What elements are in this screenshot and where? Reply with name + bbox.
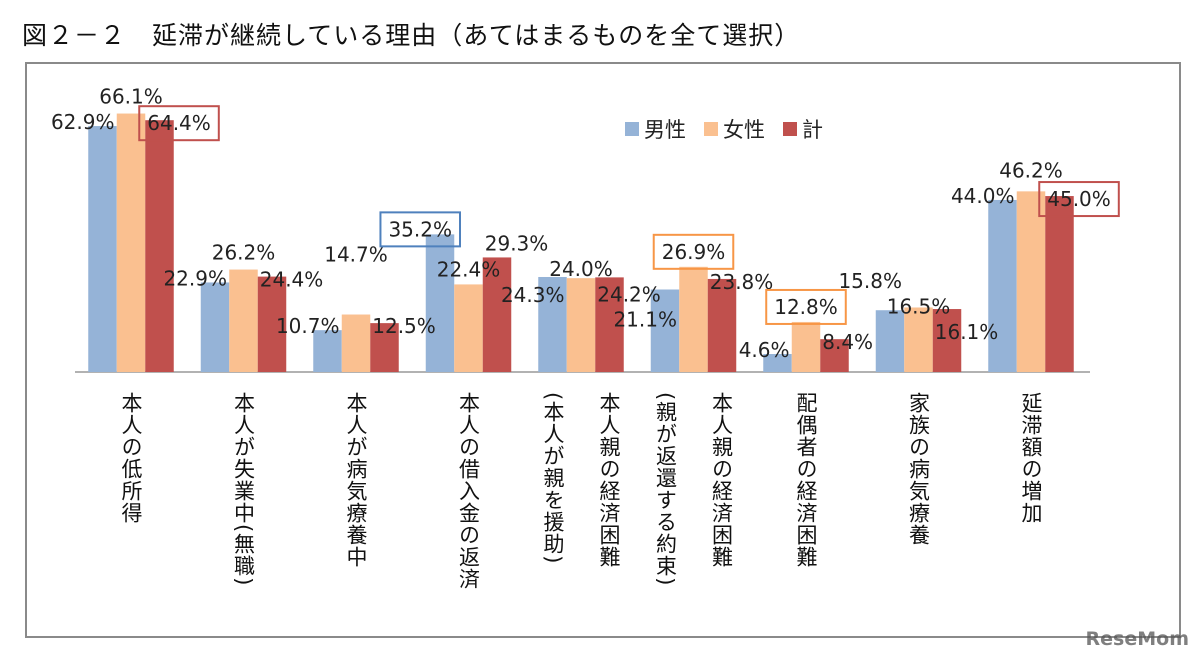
category-label: 本人の低所得 <box>116 392 146 524</box>
data-label: 26.9% <box>662 240 726 264</box>
category-label-line: 配偶者の経済困難 <box>794 392 818 568</box>
category-label-line: 本人親の経済困難 <box>709 392 734 568</box>
data-label: 21.1% <box>613 307 677 331</box>
data-label: 8.4% <box>822 330 873 354</box>
legend-label: 計 <box>802 118 823 142</box>
category-label: 本人の借入金の返済 <box>454 392 484 590</box>
data-label: 62.9% <box>51 110 115 134</box>
chart-frame <box>25 62 1181 638</box>
category-label-line: (本人が親を援助) <box>541 392 565 565</box>
data-label: 12.8% <box>774 295 838 319</box>
category-label-line: 家族の病気療養 <box>906 392 931 546</box>
bar-female <box>1016 191 1046 372</box>
bar-female <box>454 284 483 372</box>
legend-label: 女性 <box>723 118 765 142</box>
highlight-box <box>138 105 220 142</box>
data-label: 24.2% <box>597 282 661 306</box>
data-label: 24.3% <box>501 283 565 307</box>
legend-swatch-total <box>783 122 797 136</box>
data-label: 66.1% <box>99 85 163 109</box>
bar-total <box>707 278 737 372</box>
data-label: 24.0% <box>549 257 613 281</box>
bar-female <box>904 307 933 372</box>
bar-male <box>763 354 792 372</box>
data-label: 22.9% <box>163 266 227 290</box>
data-label: 16.5% <box>887 294 951 318</box>
bar-male <box>425 234 455 372</box>
category-label: 本人が病気療養中 <box>341 392 371 568</box>
bar-total <box>482 257 512 372</box>
data-label: 12.5% <box>372 314 436 338</box>
data-label: 45.0% <box>1047 187 1111 211</box>
data-label: 14.7% <box>324 243 388 267</box>
data-label: 29.3% <box>485 231 549 255</box>
watermark-logo: ReseMom <box>1085 628 1189 650</box>
category-label-line: 延滞額の増加 <box>1019 392 1043 524</box>
category-label-line: 本人が病気療養中 <box>344 392 368 568</box>
data-label: 24.4% <box>260 268 324 292</box>
data-label: 26.2% <box>212 241 276 265</box>
data-label: 46.2% <box>999 158 1063 182</box>
highlight-box <box>765 288 847 325</box>
category-label-line: 本人親の経済困難 <box>597 392 621 568</box>
category-label: 延滞額の増加 <box>1016 392 1046 524</box>
highlight-box <box>652 233 735 270</box>
bar-male <box>650 289 680 372</box>
bar-male <box>200 282 230 372</box>
data-label: 44.0% <box>951 184 1015 208</box>
bar-male <box>538 276 567 372</box>
bar-female <box>566 278 596 372</box>
bar-female <box>341 314 371 372</box>
category-label: 家族の病気療養 <box>904 392 934 546</box>
legend-item-male: 男性 <box>625 114 686 144</box>
category-label: 本人親の経済困難 (親が返還する約束) <box>651 392 737 586</box>
category-label: 配偶者の経済困難 <box>791 392 821 568</box>
data-label: 16.1% <box>935 320 999 344</box>
legend-item-female: 女性 <box>704 114 765 144</box>
bar-male <box>988 199 1017 372</box>
bar-male <box>313 330 342 372</box>
figure-title: 図２－２ 延滞が継続している理由（あてはまるものを全て選択） <box>22 21 801 50</box>
bar-total <box>145 120 174 372</box>
legend-swatch-female <box>704 122 718 136</box>
bar-male <box>88 126 117 372</box>
category-label-line: 本人が失業中(無職) <box>231 392 256 587</box>
data-label: 23.8% <box>710 270 774 294</box>
legend-swatch-male <box>625 122 639 136</box>
category-label-line: (親が返還する約束) <box>653 392 678 587</box>
legend-item-total: 計 <box>783 114 823 144</box>
category-label-line: 本人の低所得 <box>119 392 143 524</box>
bar-male <box>875 310 905 372</box>
bar-female <box>116 113 146 372</box>
bar-total <box>257 276 287 372</box>
legend-label: 男性 <box>644 118 686 142</box>
bar-female <box>229 269 258 372</box>
data-label: 10.7% <box>276 314 340 338</box>
bar-total <box>932 309 962 372</box>
category-label-line: 本人の借入金の返済 <box>456 392 481 590</box>
bar-female <box>791 321 821 372</box>
highlight-box <box>1038 181 1120 218</box>
bar-total <box>1045 196 1074 372</box>
bar-female <box>679 266 708 372</box>
category-label: 本人が失業中(無職) <box>229 392 259 586</box>
data-label: 15.8% <box>838 269 902 293</box>
category-label: 本人親の経済困難 (本人が親を援助) <box>538 392 624 568</box>
data-label: 22.4% <box>437 257 501 281</box>
data-label: 64.4% <box>147 111 211 135</box>
bar-total <box>595 277 624 372</box>
bar-total <box>820 339 849 372</box>
highlight-box <box>379 211 461 248</box>
legend: 男性 女性 計 <box>625 114 823 144</box>
data-label: 35.2% <box>388 217 452 241</box>
data-label: 4.6% <box>739 338 790 362</box>
bar-total <box>370 323 399 372</box>
